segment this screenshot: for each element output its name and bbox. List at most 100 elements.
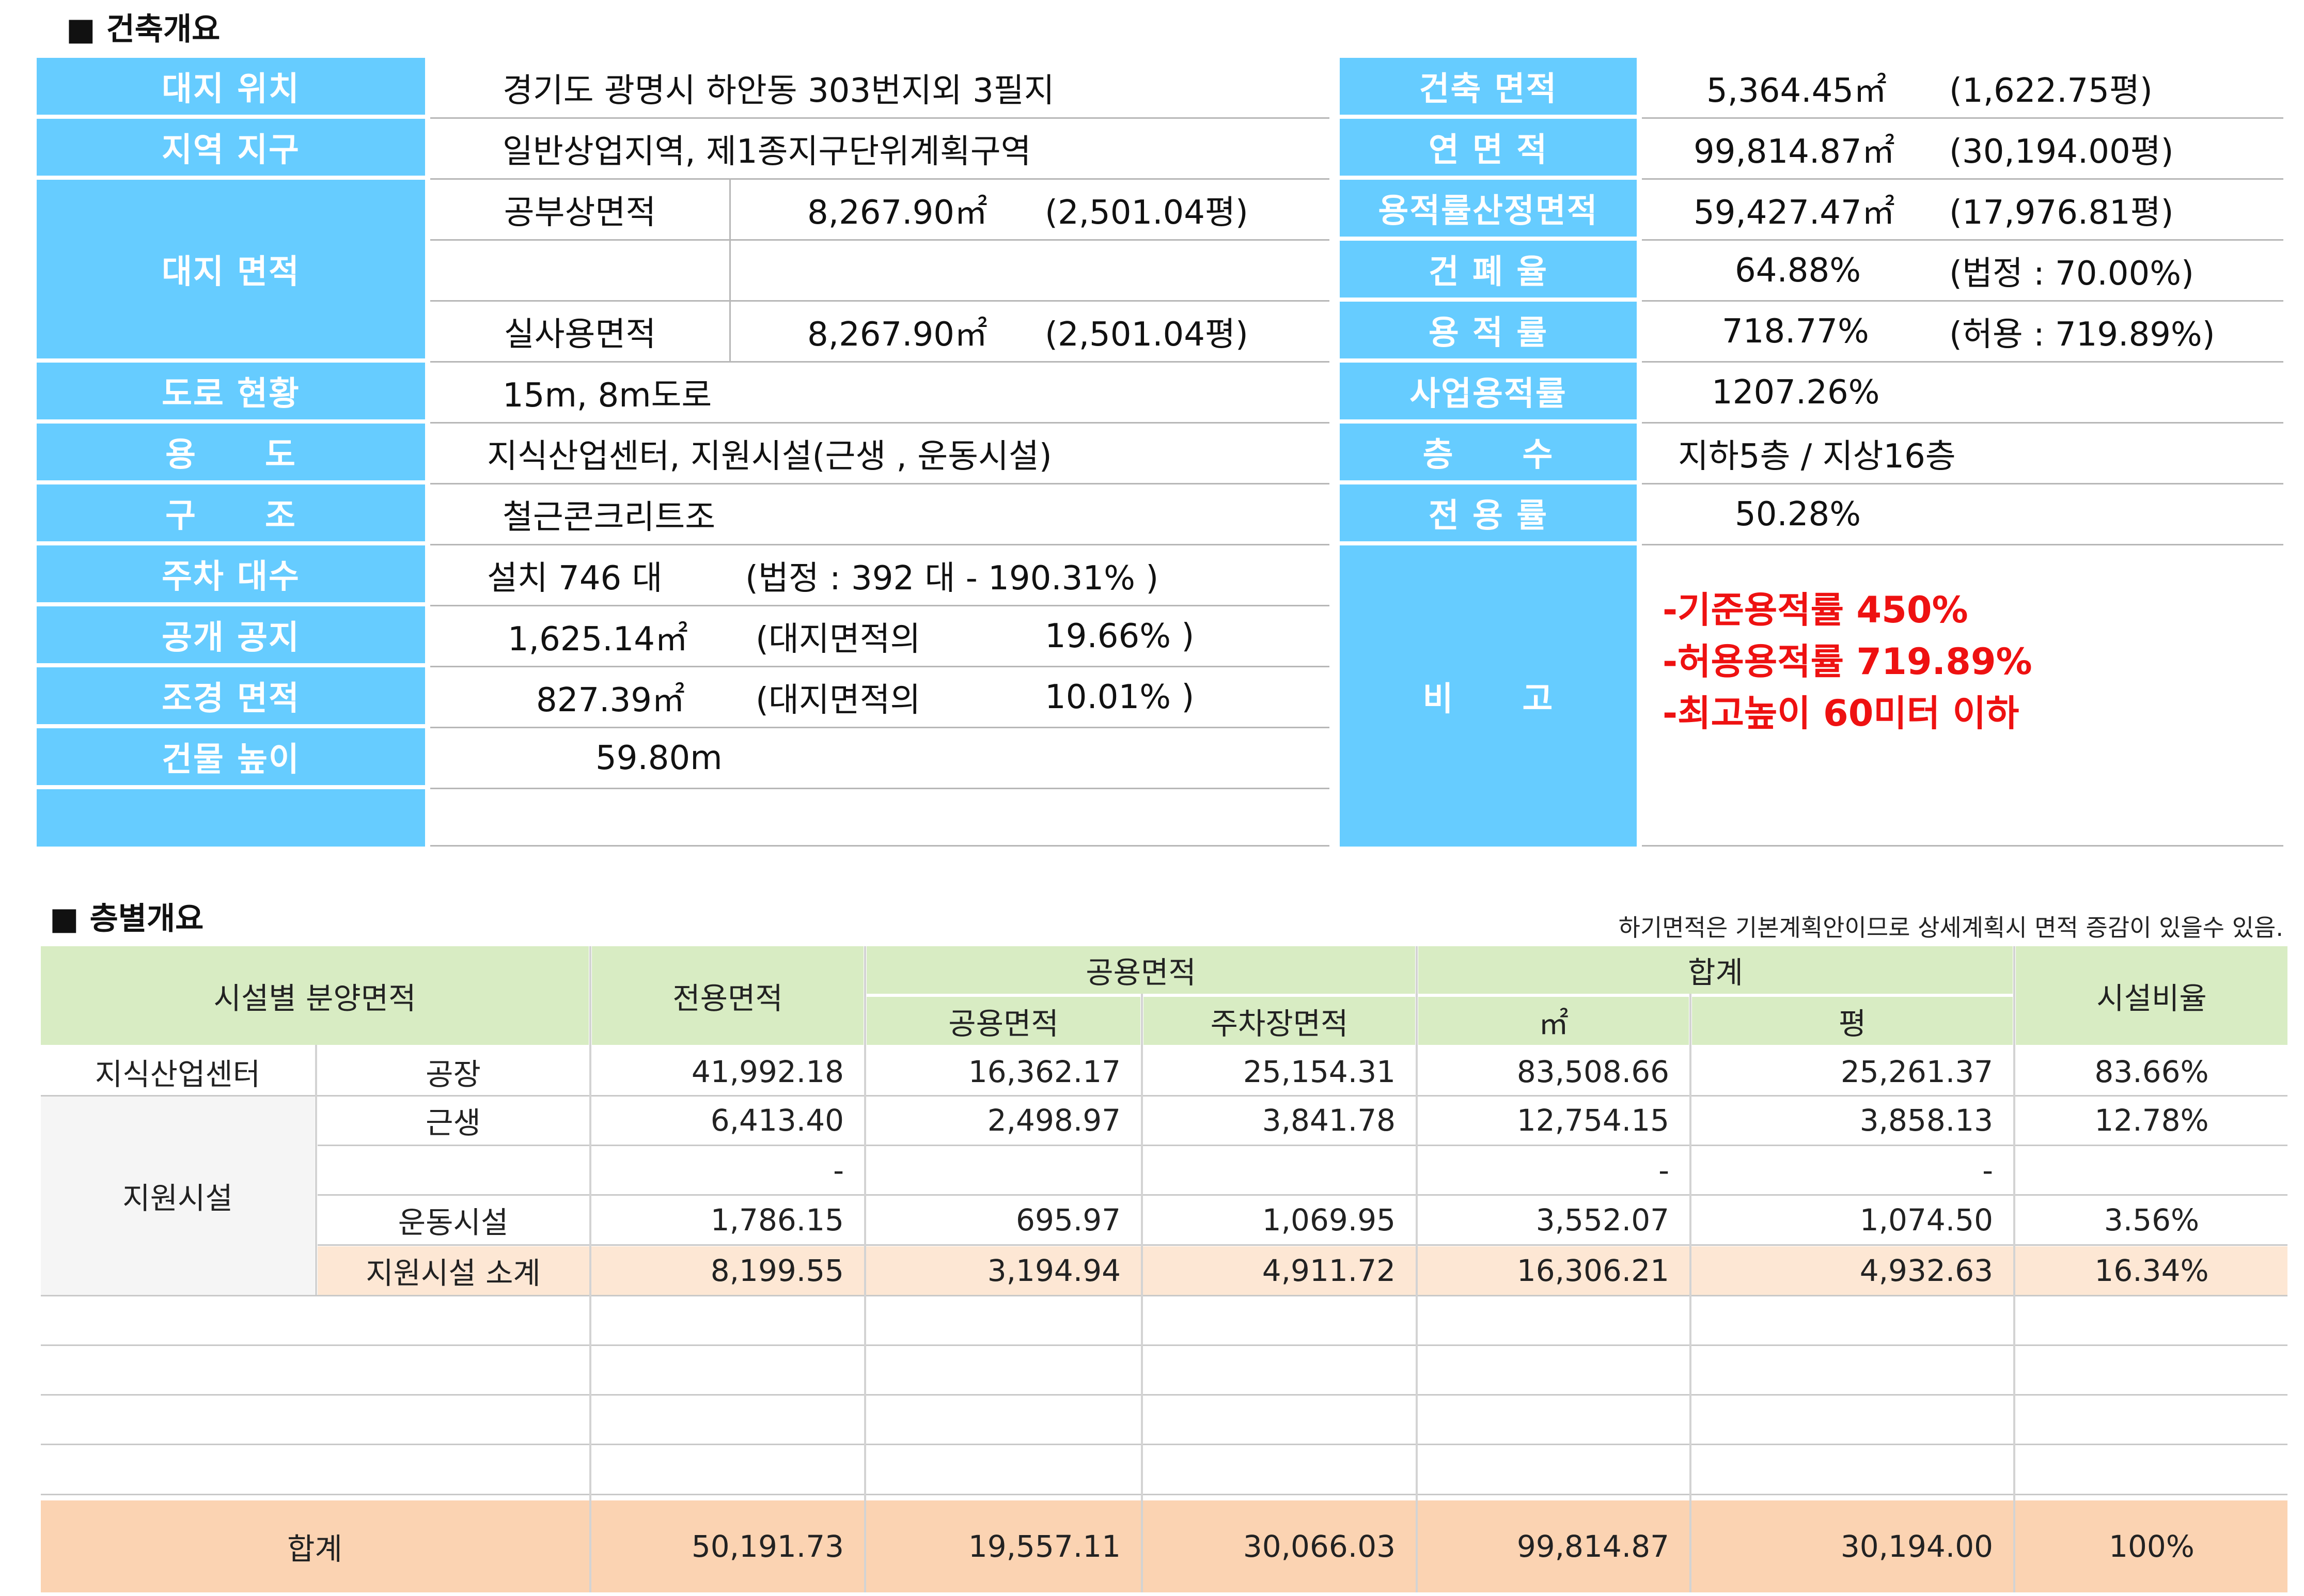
cell-parking: 3,841.78 (1262, 1102, 1396, 1138)
header-exclusive: 전용면적 (592, 946, 864, 1045)
grid-line (1416, 946, 1418, 1592)
label-height: 건물 높이 (37, 728, 425, 785)
grid-line (2013, 946, 2015, 1592)
cell-pyeong: 3,858.13 (1859, 1102, 1993, 1138)
label-building-area: 건축 면적 (1340, 58, 1637, 115)
label-site-location: 대지 위치 (37, 58, 425, 115)
value-structure: 철근콘크리트조 (430, 484, 1329, 545)
far-value: 718.77% (1722, 312, 1869, 351)
grid-line (41, 1344, 2287, 1346)
public-space-ratio: 19.66% ) (1045, 617, 1195, 655)
grid-line (41, 1494, 2287, 1495)
cell-parking (1143, 1147, 1415, 1194)
value-public-space: 1,625.14㎡ (대지면적의 19.66% ) (430, 606, 1329, 667)
cell-exclusive: 6,413.40 (710, 1102, 844, 1138)
total-label: 합계 (287, 1531, 342, 1567)
cell-sqm: - (1658, 1152, 1669, 1188)
overview-title: ■ 건축개요 (66, 11, 221, 48)
header-facility: 시설별 분양면적 (41, 946, 589, 1045)
value-far-area: 59,427.47㎡ (17,976.81평) (1642, 180, 2283, 241)
label-far: 용 적 률 (1340, 302, 1637, 358)
total-common: 19,557.11 (968, 1529, 1121, 1564)
site-area-official-pyeong: (2,501.04평) (1045, 193, 1248, 232)
row-name: 운동시설 (398, 1204, 509, 1240)
cell-ratio: 83.66% (2094, 1054, 2209, 1089)
building-area-sqm: 5,364.45㎡ (1706, 71, 1887, 110)
header-sqm: ㎡ (1418, 997, 1689, 1045)
group-support: 지원시설 (41, 1097, 315, 1295)
value-parking: 설치 746 대 (법정 : 392 대 - 190.31% ) (430, 545, 1329, 606)
cell-exclusive: - (833, 1152, 844, 1188)
total-exclusive: 50,191.73 (691, 1529, 844, 1564)
remark-line-3: -최고높이 60미터 이하 (1663, 692, 2019, 734)
value-use: 지식산업센터, 지원시설(근생 , 운동시설) (430, 424, 1329, 484)
label-structure: 구 조 (37, 484, 425, 541)
bcr-value: 64.88% (1735, 251, 1861, 290)
grid-line (864, 946, 866, 1592)
cell-common: 16,362.17 (968, 1054, 1121, 1089)
label-landscape: 조경 면적 (37, 667, 425, 724)
parking-installed: 설치 746 대 (487, 559, 663, 598)
label-public-space: 공개 공지 (37, 606, 425, 663)
bcr-legal: (법정 : 70.00%) (1949, 254, 2194, 293)
grid-line (318, 1194, 2287, 1196)
grid-line (1689, 994, 1691, 1592)
cell-exclusive: 1,786.15 (710, 1202, 844, 1238)
landscape-note: (대지면적의 (756, 681, 921, 719)
cell-pyeong: 25,261.37 (1840, 1054, 1993, 1089)
site-area-empty-value (730, 241, 1329, 302)
value-exclusive: 50.28% (1642, 484, 2283, 545)
parking-legal: (법정 : 392 대 - 190.31% ) (745, 559, 1159, 598)
label-parking: 주차 대수 (37, 545, 425, 602)
floors-title: ■ 층별개요 (50, 901, 204, 937)
label-use: 용 도 (37, 424, 425, 480)
label-bcr: 건 폐 율 (1340, 241, 1637, 298)
value-zoning: 일반상업지역, 제1종지구단위계획구역 (430, 119, 1329, 180)
grid-line (318, 1244, 2287, 1246)
cell-sqm: 16,306.21 (1516, 1253, 1669, 1288)
cell-sqm: 12,754.15 (1516, 1102, 1669, 1138)
grid-line (318, 1145, 2287, 1146)
cell-ratio: 16.34% (2094, 1253, 2209, 1288)
value-empty (430, 789, 1329, 847)
gross-area-sqm: 99,814.87㎡ (1694, 132, 1895, 171)
row-name (318, 1147, 589, 1194)
cell-common (867, 1147, 1140, 1194)
public-space-note: (대지면적의 (756, 620, 921, 659)
subtotal-row-bg (318, 1246, 2287, 1295)
site-area-official-sqm: 8,267.90㎡ (807, 193, 988, 232)
value-bcr: 64.88% (법정 : 70.00%) (1642, 241, 2283, 302)
value-height: 59.80m (430, 728, 1329, 789)
site-area-official-value: 8,267.90㎡ (2,501.04평) (730, 180, 1329, 241)
landscape-area: 827.39㎡ (536, 681, 685, 719)
far-area-pyeong: (17,976.81평) (1949, 193, 2174, 232)
value-site-location: 경기도 광명시 하안동 303번지외 3필지 (430, 58, 1329, 119)
subtotal-name: 지원시설 소계 (366, 1256, 541, 1291)
cell-pyeong: 4,932.63 (1859, 1253, 1993, 1288)
header-ratio: 시설비율 (2016, 946, 2287, 1045)
site-area-actual-label: 실사용면적 (430, 302, 730, 363)
header-total-group: 합계 (1418, 946, 2013, 994)
landscape-ratio: 10.01% ) (1045, 678, 1195, 716)
site-area-empty-label (430, 241, 730, 302)
cell-common: 3,194.94 (987, 1253, 1121, 1288)
value-biz-far: 1207.26% (1642, 363, 2283, 424)
label-gross-area: 연 면 적 (1340, 119, 1637, 176)
label-empty (37, 789, 425, 847)
label-zoning: 지역 지구 (37, 119, 425, 176)
remark-line-1: -기준용적률 450% (1663, 589, 1968, 631)
grid-line (315, 1045, 317, 1295)
label-far-area: 용적률산정면적 (1340, 180, 1637, 237)
cell-ratio: 12.78% (2094, 1102, 2209, 1138)
cell-ratio: 3.56% (2104, 1202, 2200, 1238)
value-road: 15m, 8m도로 (430, 363, 1329, 424)
cell-parking: 4,911.72 (1262, 1253, 1396, 1288)
header-parking: 주차장면적 (1143, 997, 1415, 1045)
cell-exclusive: 41,992.18 (691, 1054, 844, 1089)
cell-pyeong: - (1982, 1152, 1993, 1188)
site-area-divider (729, 180, 731, 363)
grid-line (41, 1095, 2287, 1097)
grid-line (41, 1394, 2287, 1396)
value-floors: 지하5층 / 지상16층 (1642, 424, 2283, 484)
grid-line (41, 1295, 2287, 1296)
